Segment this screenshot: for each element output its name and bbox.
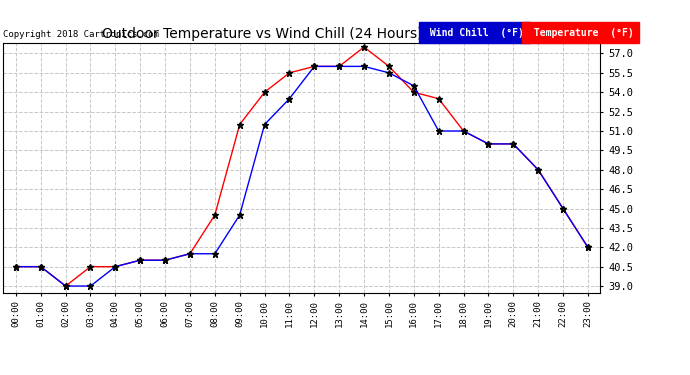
Text: Wind Chill  (°F): Wind Chill (°F)	[424, 27, 524, 38]
Title: Outdoor Temperature vs Wind Chill (24 Hours)  20181014: Outdoor Temperature vs Wind Chill (24 Ho…	[102, 27, 502, 40]
Text: Temperature  (°F): Temperature (°F)	[528, 27, 633, 38]
Text: Copyright 2018 Cartronics.com: Copyright 2018 Cartronics.com	[3, 30, 159, 39]
